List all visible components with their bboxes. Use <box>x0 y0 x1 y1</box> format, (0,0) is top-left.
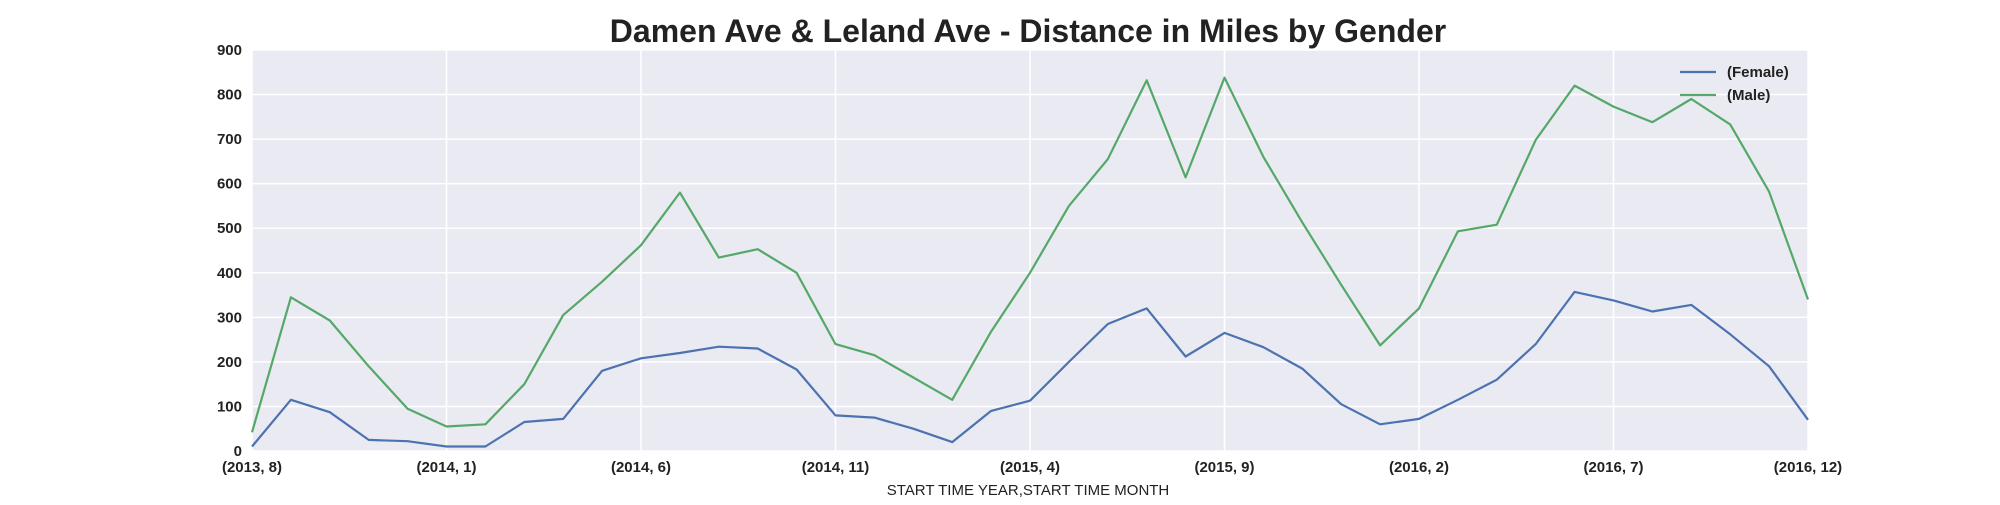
x-axis-ticks: (2013, 8) (2014, 1) (2014, 6) (2014, 11) (20… <box>222 459 1842 476</box>
y-tick-label: 800 <box>217 87 242 104</box>
y-tick-label: 300 <box>217 309 242 326</box>
y-tick-label: 500 <box>217 220 242 237</box>
x-tick-label: (2014, 11) <box>802 459 870 476</box>
y-tick-label: 600 <box>217 176 242 193</box>
y-tick-label: 400 <box>217 265 242 282</box>
x-tick-label: (2016, 7) <box>1583 459 1643 476</box>
y-tick-label: 0 <box>234 443 242 460</box>
x-tick-label: (2015, 9) <box>1194 459 1254 476</box>
x-tick-label: (2013, 8) <box>222 459 282 476</box>
y-tick-label: 700 <box>217 131 242 148</box>
x-tick-label: (2014, 1) <box>416 459 476 476</box>
x-axis-label: START TIME YEAR,START TIME MONTH <box>887 482 1170 499</box>
y-tick-label: 900 <box>217 42 242 59</box>
grid-lines <box>251 49 1809 452</box>
x-tick-label: (2016, 12) <box>1774 459 1842 476</box>
series-line-1 <box>250 76 1810 433</box>
legend-label: (Male) <box>1727 87 1770 104</box>
x-tick-label: (2014, 6) <box>611 459 671 476</box>
legend-label: (Female) <box>1727 64 1789 81</box>
x-tick-label: (2015, 4) <box>1000 459 1060 476</box>
y-tick-label: 100 <box>217 398 242 415</box>
chart-title: Damen Ave & Leland Ave - Distance in Mil… <box>610 13 1446 49</box>
series-line-0 <box>251 290 1809 448</box>
y-axis-ticks: 0 100 200 300 400 500 600 700 800 900 <box>217 42 242 460</box>
series-layer <box>250 76 1810 448</box>
y-tick-label: 200 <box>217 354 242 371</box>
legend: (Female) (Male) <box>1680 64 1789 104</box>
x-tick-label: (2016, 2) <box>1389 459 1449 476</box>
